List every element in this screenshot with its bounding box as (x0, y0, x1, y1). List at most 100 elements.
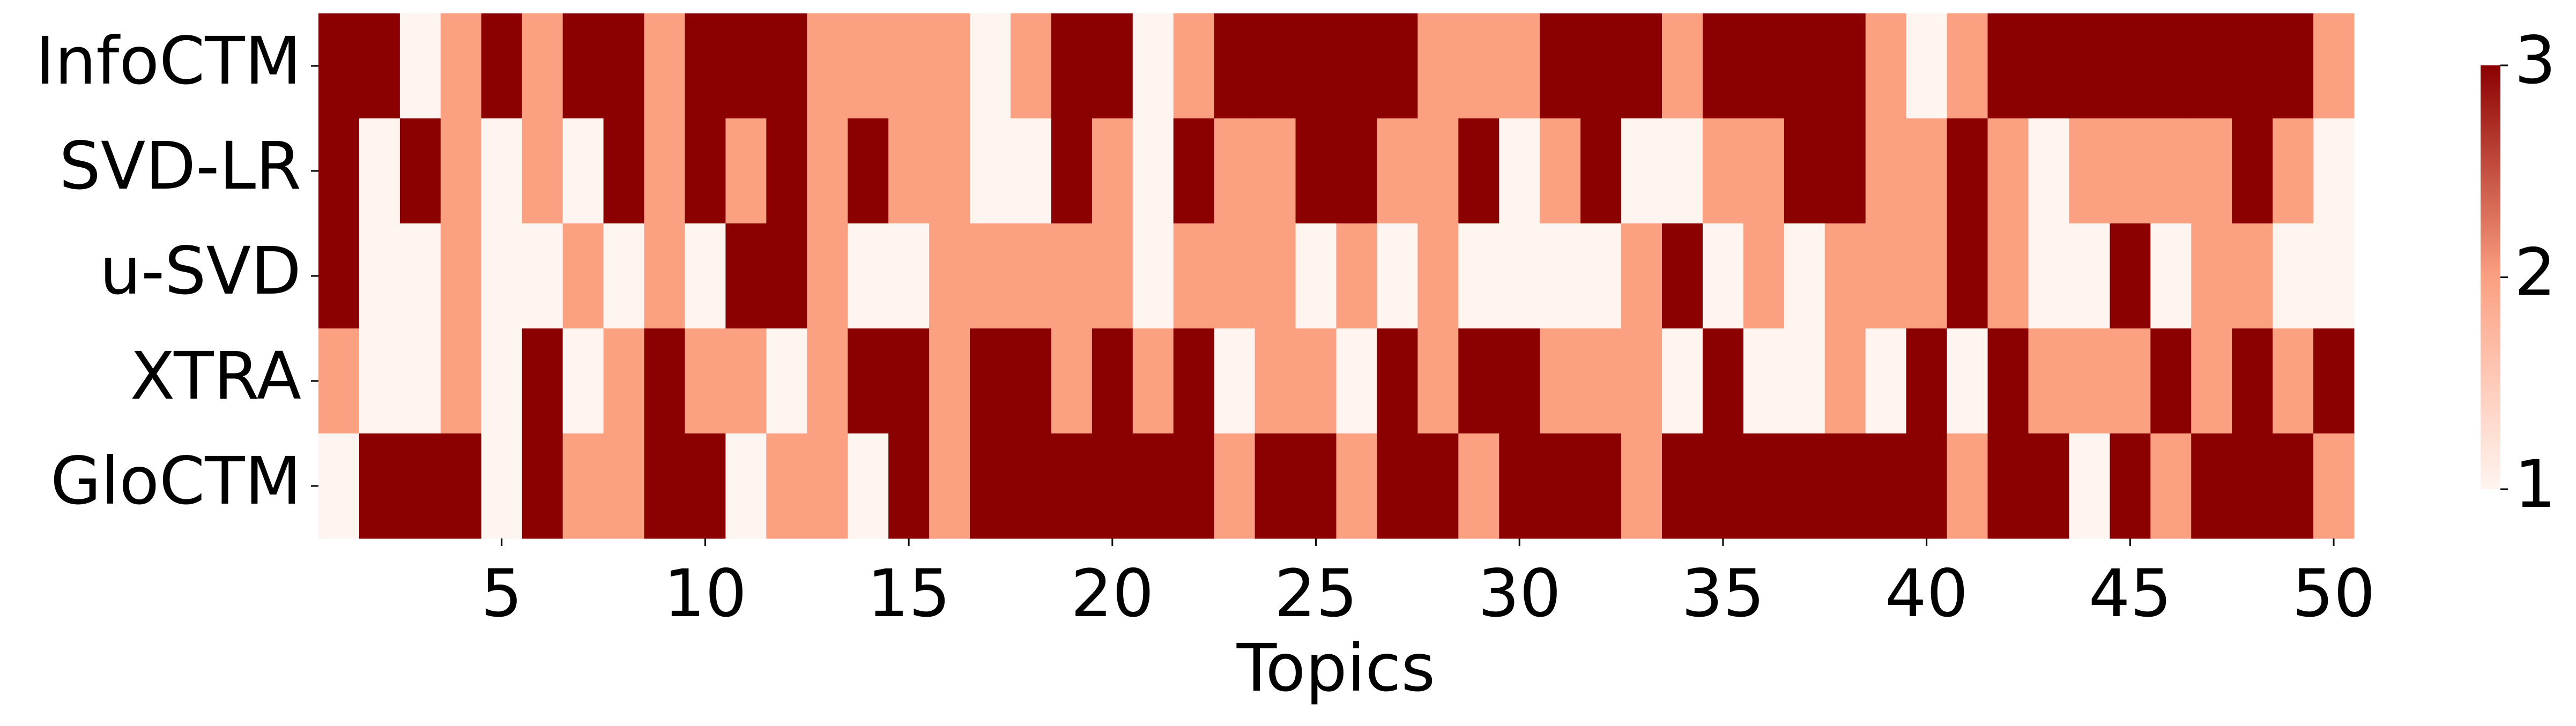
heatmap-cell (929, 118, 970, 224)
heatmap-cell (929, 223, 970, 329)
heatmap-cell (2069, 118, 2110, 224)
heatmap-cell (1540, 13, 1581, 119)
heatmap-cell (1743, 118, 1785, 224)
heatmap-cell (440, 118, 482, 224)
heatmap-cell (399, 13, 441, 119)
heatmap-cell (766, 118, 807, 224)
heatmap-cell (2313, 433, 2355, 539)
heatmap-cell (2273, 223, 2314, 329)
heatmap-cell (359, 433, 400, 539)
heatmap-cell (1784, 118, 1825, 224)
heatmap-cell (1906, 118, 1948, 224)
y-tick-label: u-SVD (100, 233, 301, 309)
heatmap-cell (970, 223, 1011, 329)
heatmap-cell (2028, 328, 2069, 434)
heatmap-cell (522, 13, 563, 119)
heatmap-cell (1336, 13, 1377, 119)
heatmap-cell (2313, 328, 2355, 434)
heatmap-cell (1499, 433, 1540, 539)
heatmap-cell (1621, 13, 1662, 119)
heatmap-cell (970, 328, 1011, 434)
heatmap-cell (1254, 13, 1296, 119)
heatmap-cell (970, 13, 1011, 119)
heatmap-cell (522, 223, 563, 329)
heatmap-cell (2110, 13, 2151, 119)
heatmap-cell (1865, 433, 1907, 539)
heatmap-cell (481, 433, 523, 539)
heatmap-cell (2150, 118, 2192, 224)
heatmap-cell (1540, 223, 1581, 329)
heatmap-cell (2028, 13, 2069, 119)
heatmap-cell (481, 223, 523, 329)
heatmap-cell (1540, 118, 1581, 224)
heatmap-cell (2273, 13, 2314, 119)
heatmap-cell (481, 328, 523, 434)
x-tick-label: 25 (1274, 556, 1357, 632)
heatmap-cell (440, 328, 482, 434)
heatmap-cell (1499, 118, 1540, 224)
heatmap-cell (1132, 328, 1174, 434)
colorbar-tick-label: 2 (2514, 235, 2556, 311)
heatmap-cell (1947, 328, 1988, 434)
heatmap-cell (1499, 328, 1540, 434)
heatmap-cell (1824, 433, 1866, 539)
heatmap-cell (848, 433, 889, 539)
heatmap-cell (1417, 223, 1459, 329)
heatmap-cell (440, 13, 482, 119)
heatmap-cell (481, 118, 523, 224)
heatmap-cell (1580, 13, 1622, 119)
heatmap-cell (1743, 223, 1785, 329)
x-tick-label: 35 (1681, 556, 1764, 632)
heatmap-cell (685, 328, 726, 434)
heatmap-cell (399, 328, 441, 434)
heatmap-cell (2069, 13, 2110, 119)
heatmap-cell (1173, 118, 1215, 224)
heatmap-cell (1295, 223, 1337, 329)
heatmap-cell (2069, 223, 2110, 329)
heatmap-cell (1743, 328, 1785, 434)
heatmap-cell (2232, 13, 2273, 119)
heatmap-cell (1417, 433, 1459, 539)
x-tick-label: 10 (664, 556, 747, 632)
heatmap-cell (562, 328, 604, 434)
heatmap-cell (766, 433, 807, 539)
heatmap-cell (1051, 328, 1093, 434)
heatmap-cell (1865, 118, 1907, 224)
heatmap-cell (481, 13, 523, 119)
heatmap-cell (1377, 13, 1418, 119)
heatmap-cell (1987, 433, 2029, 539)
heatmap-cell (644, 328, 685, 434)
heatmap-cell (848, 223, 889, 329)
heatmap-cell (1499, 223, 1540, 329)
heatmap-cell (1051, 118, 1093, 224)
heatmap-cell (318, 328, 360, 434)
heatmap-cell (1295, 433, 1337, 539)
heatmap-cell (725, 328, 767, 434)
heatmap-cell (2110, 118, 2151, 224)
x-tick-label: 40 (1885, 556, 1968, 632)
heatmap-cell (1377, 118, 1418, 224)
heatmap-cell (399, 433, 441, 539)
heatmap-cell (970, 118, 1011, 224)
heatmap-cell (1336, 118, 1377, 224)
heatmap-cell (1214, 328, 1256, 434)
heatmap-cell (766, 223, 807, 329)
heatmap-cell (1173, 223, 1215, 329)
heatmap-cell (603, 433, 645, 539)
heatmap-cell (318, 118, 360, 224)
heatmap-cell (1824, 328, 1866, 434)
heatmap-cell (1662, 118, 1703, 224)
heatmap-cell (1987, 13, 2029, 119)
heatmap-cell (2232, 223, 2273, 329)
heatmap-cell (1010, 13, 1052, 119)
heatmap-cell (1947, 118, 1988, 224)
x-tick-label: 45 (2089, 556, 2172, 632)
heatmap-cell (1702, 13, 1744, 119)
heatmap-cell (1051, 13, 1093, 119)
heatmap-cell (2150, 223, 2192, 329)
heatmap-cell (1824, 118, 1866, 224)
heatmap-cell (1214, 13, 1256, 119)
heatmap-cell (1702, 433, 1744, 539)
heatmap-cell (1662, 433, 1703, 539)
